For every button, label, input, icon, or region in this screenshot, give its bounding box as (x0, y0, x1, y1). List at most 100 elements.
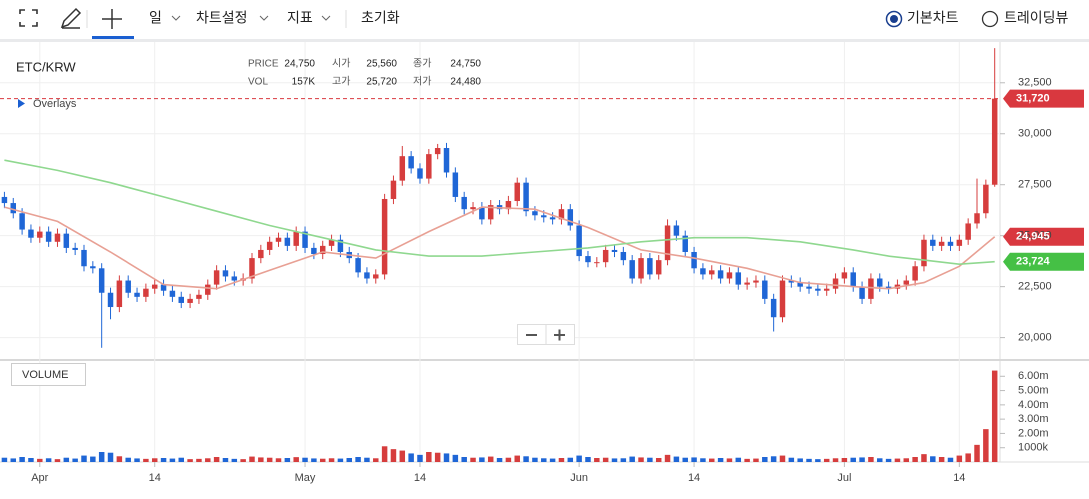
moving-average-line (4, 159, 995, 266)
overlays-toggle[interactable]: Overlays (33, 98, 77, 110)
volume-bar (717, 458, 724, 462)
candle-body (629, 260, 635, 279)
menu-item[interactable]: 지표 (287, 10, 313, 26)
candle-body (169, 290, 176, 297)
info-label: VOL (248, 77, 268, 88)
candle-body (28, 229, 34, 238)
info-label: PRICE (248, 59, 279, 70)
fullscreen-icon[interactable] (19, 9, 38, 27)
volume-bar (576, 455, 582, 462)
candle-body (673, 225, 680, 236)
menu-item[interactable]: 차트설정 (196, 10, 248, 26)
candle-body (638, 258, 644, 279)
volume-bar (921, 454, 927, 462)
menu-item[interactable]: 일 (149, 10, 162, 26)
pencil-icon[interactable] (60, 7, 82, 29)
x-tick-label: 14 (688, 472, 700, 484)
zoom-in[interactable] (554, 329, 565, 341)
view-option[interactable]: 기본차트 (907, 10, 959, 26)
candle-body (585, 256, 591, 263)
volume-bar (885, 458, 892, 462)
candle-body (779, 280, 786, 318)
volume-bar (638, 457, 644, 462)
volume-bar (196, 458, 202, 462)
candle-body (470, 207, 476, 210)
candle-body (81, 249, 87, 267)
toolbar-bg (0, 0, 1089, 39)
candle-body (823, 288, 830, 291)
candle-body (355, 258, 361, 273)
candle-body (505, 201, 512, 210)
candle-body (302, 231, 308, 248)
candle-body (107, 292, 114, 308)
overlays-arrow[interactable] (18, 99, 25, 108)
volume-bar (629, 456, 635, 462)
candle-body (143, 288, 149, 297)
candle-body (549, 217, 556, 220)
candle-body (54, 233, 61, 242)
candle-body (45, 231, 52, 242)
volume-bar (337, 458, 344, 462)
view-option[interactable]: 트레이딩뷰 (1004, 10, 1069, 26)
volume-bar (930, 456, 936, 462)
candle-body (594, 262, 600, 264)
volume-bar (479, 457, 485, 462)
candle-body (753, 280, 759, 283)
volume-tick-label: 1000k (1018, 442, 1048, 454)
radio-selected[interactable] (885, 10, 903, 28)
labels: ETC/KRW Overlays VOLUME PRICE 24,750 시가 25,… (11, 58, 1052, 484)
candle-body (443, 148, 450, 173)
volume-bar (735, 457, 742, 462)
candle-body (284, 237, 291, 246)
volume-bar (903, 458, 910, 462)
candle-body (956, 239, 963, 246)
candle-body (10, 203, 17, 214)
volume-bar (602, 457, 609, 462)
candle-body (151, 284, 158, 289)
volume-bar (169, 458, 176, 462)
radio[interactable] (981, 10, 999, 28)
candle-body (744, 282, 750, 285)
toolbar: 일 차트설정 지표 초기화 기본차트 트레이딩뷰 (0, 0, 1089, 42)
candle-body (373, 274, 379, 279)
candle-body (266, 241, 273, 250)
volume-bar (240, 459, 246, 462)
zoom-controls (517, 324, 575, 345)
reset-button[interactable]: 초기화 (361, 10, 400, 26)
y-tick-label: 20,000 (1018, 332, 1052, 344)
volume-bar (868, 457, 874, 462)
volume-bar (532, 457, 538, 462)
candle-body (602, 249, 609, 263)
volume-bar (797, 458, 803, 462)
volume-bar (125, 457, 131, 462)
crosshair-icon[interactable] (102, 9, 122, 29)
candle-body (567, 209, 574, 226)
candle-body (231, 276, 238, 281)
candle-body (19, 213, 25, 230)
candle-body (487, 205, 494, 220)
candle-body (868, 278, 874, 299)
volume-bar (682, 457, 688, 462)
price-tag-label: 23,724 (1016, 256, 1051, 268)
volume-bar (461, 457, 467, 462)
candle-body (762, 280, 768, 299)
price-tag-label: 24,945 (1016, 231, 1050, 243)
volume-bar (779, 455, 786, 462)
volume-bar (541, 458, 547, 462)
candle-body (921, 239, 927, 267)
chevron (321, 15, 331, 21)
volume-bar (647, 457, 653, 462)
candle-body (859, 286, 865, 299)
candle-body (815, 288, 821, 291)
info-label: 고가 (332, 76, 350, 88)
volume-bar (54, 459, 61, 462)
x-tick-label: 14 (149, 472, 161, 484)
info-value: 24,750 (284, 59, 315, 70)
volume-bar (443, 453, 450, 462)
volume-bar (373, 458, 379, 462)
volume-bar (991, 370, 998, 462)
info-value: 157K (292, 77, 316, 88)
volume-bar (205, 458, 211, 462)
y-tick-label: 32,500 (1018, 77, 1052, 89)
